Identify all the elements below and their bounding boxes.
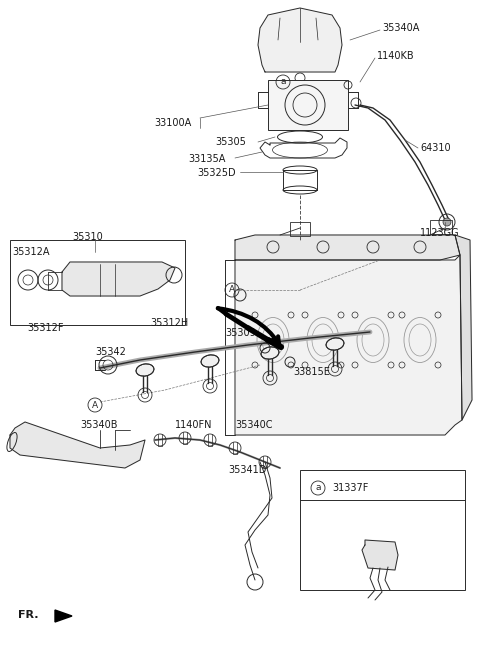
Polygon shape <box>235 255 462 435</box>
Polygon shape <box>455 235 472 420</box>
Bar <box>10 240 185 325</box>
Text: 35305: 35305 <box>215 137 246 147</box>
Polygon shape <box>235 235 460 260</box>
Text: a: a <box>280 78 286 86</box>
Ellipse shape <box>201 355 219 367</box>
Text: a: a <box>315 483 321 492</box>
Ellipse shape <box>326 338 344 350</box>
Ellipse shape <box>261 347 279 359</box>
Bar <box>268 80 348 130</box>
Text: 33815E: 33815E <box>293 367 330 377</box>
Text: 35312F: 35312F <box>27 323 63 333</box>
Text: A: A <box>92 400 98 410</box>
Text: 31337F: 31337F <box>332 483 368 493</box>
Text: A: A <box>229 286 235 294</box>
Text: 1140FN: 1140FN <box>175 420 213 430</box>
Text: 35310: 35310 <box>72 232 103 242</box>
Text: 64310: 64310 <box>420 143 451 153</box>
Text: 1140KB: 1140KB <box>377 51 415 61</box>
Text: FR.: FR. <box>18 610 38 620</box>
Circle shape <box>443 218 451 226</box>
Text: 33135A: 33135A <box>188 154 226 164</box>
Text: 35341D: 35341D <box>228 465 266 475</box>
Text: 35325D: 35325D <box>197 168 236 178</box>
Text: 35312A: 35312A <box>12 247 49 257</box>
Text: 33100A: 33100A <box>154 118 191 128</box>
Text: 35312H: 35312H <box>150 318 188 328</box>
Bar <box>300 470 465 590</box>
Text: 35340A: 35340A <box>382 23 420 33</box>
Bar <box>290 222 310 236</box>
Polygon shape <box>258 8 342 72</box>
Text: 35309: 35309 <box>225 328 256 338</box>
Polygon shape <box>10 422 145 468</box>
Polygon shape <box>362 540 398 570</box>
Bar <box>430 220 452 234</box>
Text: 35342: 35342 <box>95 347 126 357</box>
Polygon shape <box>62 262 175 296</box>
Text: 35340B: 35340B <box>80 420 118 430</box>
Polygon shape <box>55 610 72 622</box>
Text: 1123GG: 1123GG <box>420 228 460 238</box>
Text: 35340C: 35340C <box>235 420 273 430</box>
Ellipse shape <box>136 364 154 376</box>
